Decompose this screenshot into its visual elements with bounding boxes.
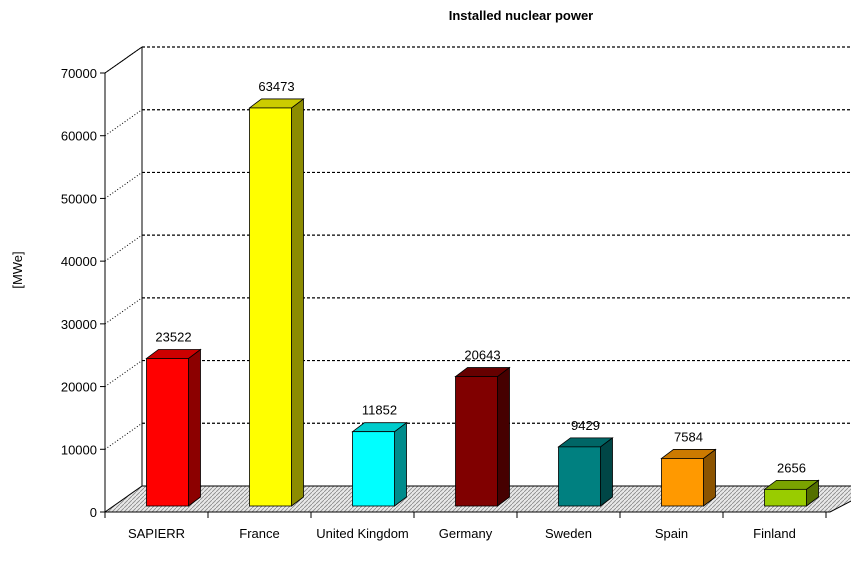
- grid-line-side: [104, 297, 143, 325]
- grid-line-side: [104, 234, 143, 262]
- bar-front: [146, 358, 189, 507]
- x-tick-label: SAPIERR: [127, 526, 186, 541]
- x-tick-label: France: [239, 526, 280, 541]
- bar-front: [558, 446, 601, 507]
- value-label: 63473: [258, 79, 294, 94]
- bar: [454, 366, 511, 507]
- grid-line-side: [104, 172, 143, 199]
- bar-front: [352, 431, 395, 507]
- x-tick-label: Germany: [438, 526, 493, 541]
- y-tick-label: 30000: [61, 317, 97, 332]
- bar-side: [600, 437, 613, 507]
- bar-side: [188, 348, 201, 507]
- grid-line-side: [104, 422, 143, 450]
- y-tick-label: 70000: [61, 66, 97, 81]
- x-tick-label: United Kingdom: [316, 526, 409, 541]
- bar-front: [661, 458, 704, 507]
- value-label: 11852: [362, 403, 397, 418]
- value-label: 7584: [674, 429, 703, 444]
- y-tick-label: 40000: [61, 254, 97, 269]
- bar-side: [497, 366, 510, 507]
- y-tick-label: 0: [90, 505, 97, 520]
- x-tick-label: Sweden: [545, 526, 592, 541]
- y-tick-label: 60000: [61, 129, 97, 144]
- chart-title: Installed nuclear power: [449, 8, 594, 23]
- grid-line-side: [104, 109, 143, 137]
- y-tick-label: 20000: [61, 380, 97, 395]
- x-tick-label: Spain: [654, 526, 689, 541]
- bar: [145, 348, 202, 507]
- y-tick-label: 50000: [61, 191, 97, 206]
- bar-side: [394, 421, 407, 507]
- bar-side: [703, 448, 716, 507]
- y-axis-label: [MWe]: [10, 251, 25, 288]
- value-label: 20643: [464, 348, 500, 363]
- bar: [351, 421, 408, 507]
- value-label: 9429: [571, 418, 600, 433]
- bar-front: [249, 107, 292, 507]
- grid-line-side: [104, 360, 143, 387]
- bar: [248, 98, 305, 507]
- bar: [557, 437, 614, 507]
- bar-front: [764, 488, 807, 507]
- value-label: 23522: [155, 329, 191, 344]
- bar-side: [291, 98, 304, 507]
- x-tick-label: Finland: [753, 526, 796, 541]
- bar: [660, 448, 717, 507]
- bar: [763, 479, 820, 507]
- value-label: 2656: [777, 460, 806, 475]
- top-edge: [104, 46, 143, 74]
- y-tick-label: 10000: [61, 442, 97, 457]
- bar-front: [455, 376, 498, 507]
